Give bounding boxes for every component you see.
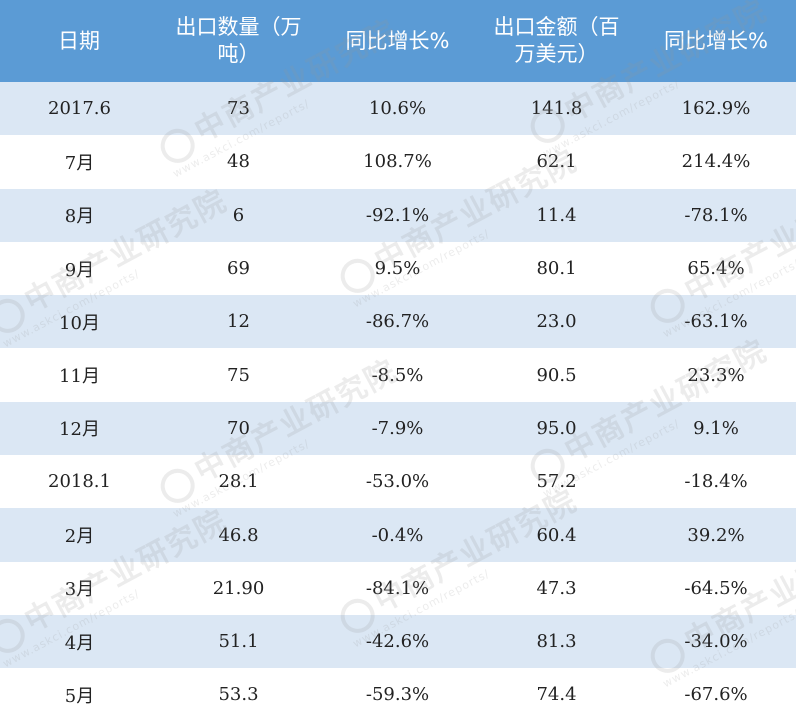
table-cell: -84.1% [365, 577, 430, 599]
table-row: 5月 53.3 -59.3% 74.4 -67.6% [0, 668, 796, 721]
table-cell: -8.5% [371, 364, 424, 386]
table-cell: 46.8 [218, 524, 259, 546]
table-cell: 2017.6 [48, 98, 111, 120]
table-cell: 6 [232, 204, 245, 226]
table-cell: 47.3 [536, 577, 577, 599]
header-label: 同比增长% [664, 28, 768, 53]
table-cell: -0.4% [371, 524, 424, 546]
table-cell: -7.9% [371, 417, 424, 439]
table-cell: -86.7% [365, 311, 430, 333]
table-cell: 141.8 [530, 98, 583, 120]
table-cell: 11.4 [536, 204, 577, 226]
table-cell: 21.90 [212, 577, 265, 599]
table-cell: -63.1% [684, 311, 748, 333]
table-cell: 2月 [64, 526, 95, 548]
table-row: 8月 6 -92.1% 11.4 -78.1% [0, 188, 796, 242]
table-cell: 9.5% [374, 258, 421, 280]
table-cell: 162.9% [681, 98, 751, 120]
table-header-row: 日期 出口数量（万 吨） 同比增长% 出口金额（百 万美元） 同比增长% [0, 0, 796, 82]
table-cell: -42.6% [365, 631, 430, 653]
table-cell: -78.1% [684, 204, 748, 226]
table-cell: 10.6% [368, 98, 427, 120]
table-cell: 8月 [64, 206, 95, 228]
table-cell: -64.5% [684, 577, 748, 599]
table-row: 9月 69 9.5% 80.1 65.4% [0, 242, 796, 295]
header-label: 同比增长% [345, 28, 450, 53]
table-cell: 57.2 [536, 471, 577, 493]
table-cell: 28.1 [218, 471, 259, 493]
table-cell: -92.1% [365, 204, 430, 226]
header-cell-export-volume: 出口数量（万 吨） [159, 0, 318, 82]
table-cell: 51.1 [218, 631, 259, 653]
table-cell: 4月 [64, 632, 95, 654]
table-cell: 74.4 [536, 684, 577, 706]
table-cell: -18.4% [684, 471, 748, 493]
header-label: 出口金额（百 万美元） [493, 15, 620, 66]
table-row: 12月 70 -7.9% 95.0 9.1% [0, 401, 796, 456]
table-cell: 73 [227, 98, 250, 120]
table-row: 3月 21.90 -84.1% 47.3 -64.5% [0, 562, 796, 615]
table-row: 2017.6 73 10.6% 141.8 162.9% [0, 82, 796, 136]
table-cell: 23.0 [536, 311, 577, 333]
table-cell: 48 [227, 151, 250, 173]
table-cell: 11月 [59, 366, 100, 388]
table-row: 7月 48 108.7% 62.1 214.4% [0, 135, 796, 188]
header-cell-export-value: 出口金额（百 万美元） [477, 0, 636, 82]
table-cell: -67.6% [684, 684, 748, 706]
header-cell-value-yoy: 同比增长% [636, 0, 796, 82]
table-row: 2018.1 28.1 -53.0% 57.2 -18.4% [0, 455, 796, 508]
table-cell: -53.0% [365, 471, 430, 493]
table-cell: 2018.1 [48, 471, 111, 493]
table-cell: 62.1 [536, 151, 577, 173]
table-cell: 7月 [64, 152, 95, 174]
header-cell-volume-yoy: 同比增长% [318, 0, 477, 82]
table-row: 4月 51.1 -42.6% 81.3 -34.0% [0, 614, 796, 669]
table-row: 10月 12 -86.7% 23.0 -63.1% [0, 295, 796, 349]
table-cell: 70 [227, 417, 250, 439]
table-row: 11月 75 -8.5% 90.5 23.3% [0, 348, 796, 401]
header-label: 日期 [58, 28, 100, 53]
table-row: 2月 46.8 -0.4% 60.4 39.2% [0, 508, 796, 562]
table-cell: 80.1 [536, 258, 577, 280]
table-cell: 53.3 [218, 684, 259, 706]
table-cell: 12 [227, 311, 250, 333]
table-cell: -34.0% [684, 631, 748, 653]
table-cell: 5月 [64, 685, 95, 707]
table-cell: 108.7% [363, 151, 432, 173]
table-cell: 9月 [64, 259, 95, 281]
table-cell: 65.4% [687, 258, 745, 280]
table-body: 2017.6 73 10.6% 141.8 162.9% 7月 48 108.7% 62.1 21… [0, 82, 796, 722]
table-cell: 23.3% [687, 364, 745, 386]
table-cell: 60.4 [536, 524, 577, 546]
table-cell: 95.0 [536, 417, 577, 439]
table-cell: -59.3% [365, 684, 430, 706]
table-cell: 75 [227, 364, 250, 386]
table-cell: 9.1% [693, 417, 739, 439]
table-cell: 39.2% [687, 524, 745, 546]
header-cell-date: 日期 [0, 0, 159, 82]
table-cell: 214.4% [681, 151, 751, 173]
table-cell: 81.3 [536, 631, 577, 653]
header-label: 出口数量（万 吨） [175, 15, 302, 66]
table-cell: 3月 [64, 579, 95, 601]
table-cell: 90.5 [536, 364, 577, 386]
table-cell: 12月 [59, 419, 100, 441]
table-cell: 10月 [59, 312, 100, 334]
table-cell: 69 [227, 258, 250, 280]
